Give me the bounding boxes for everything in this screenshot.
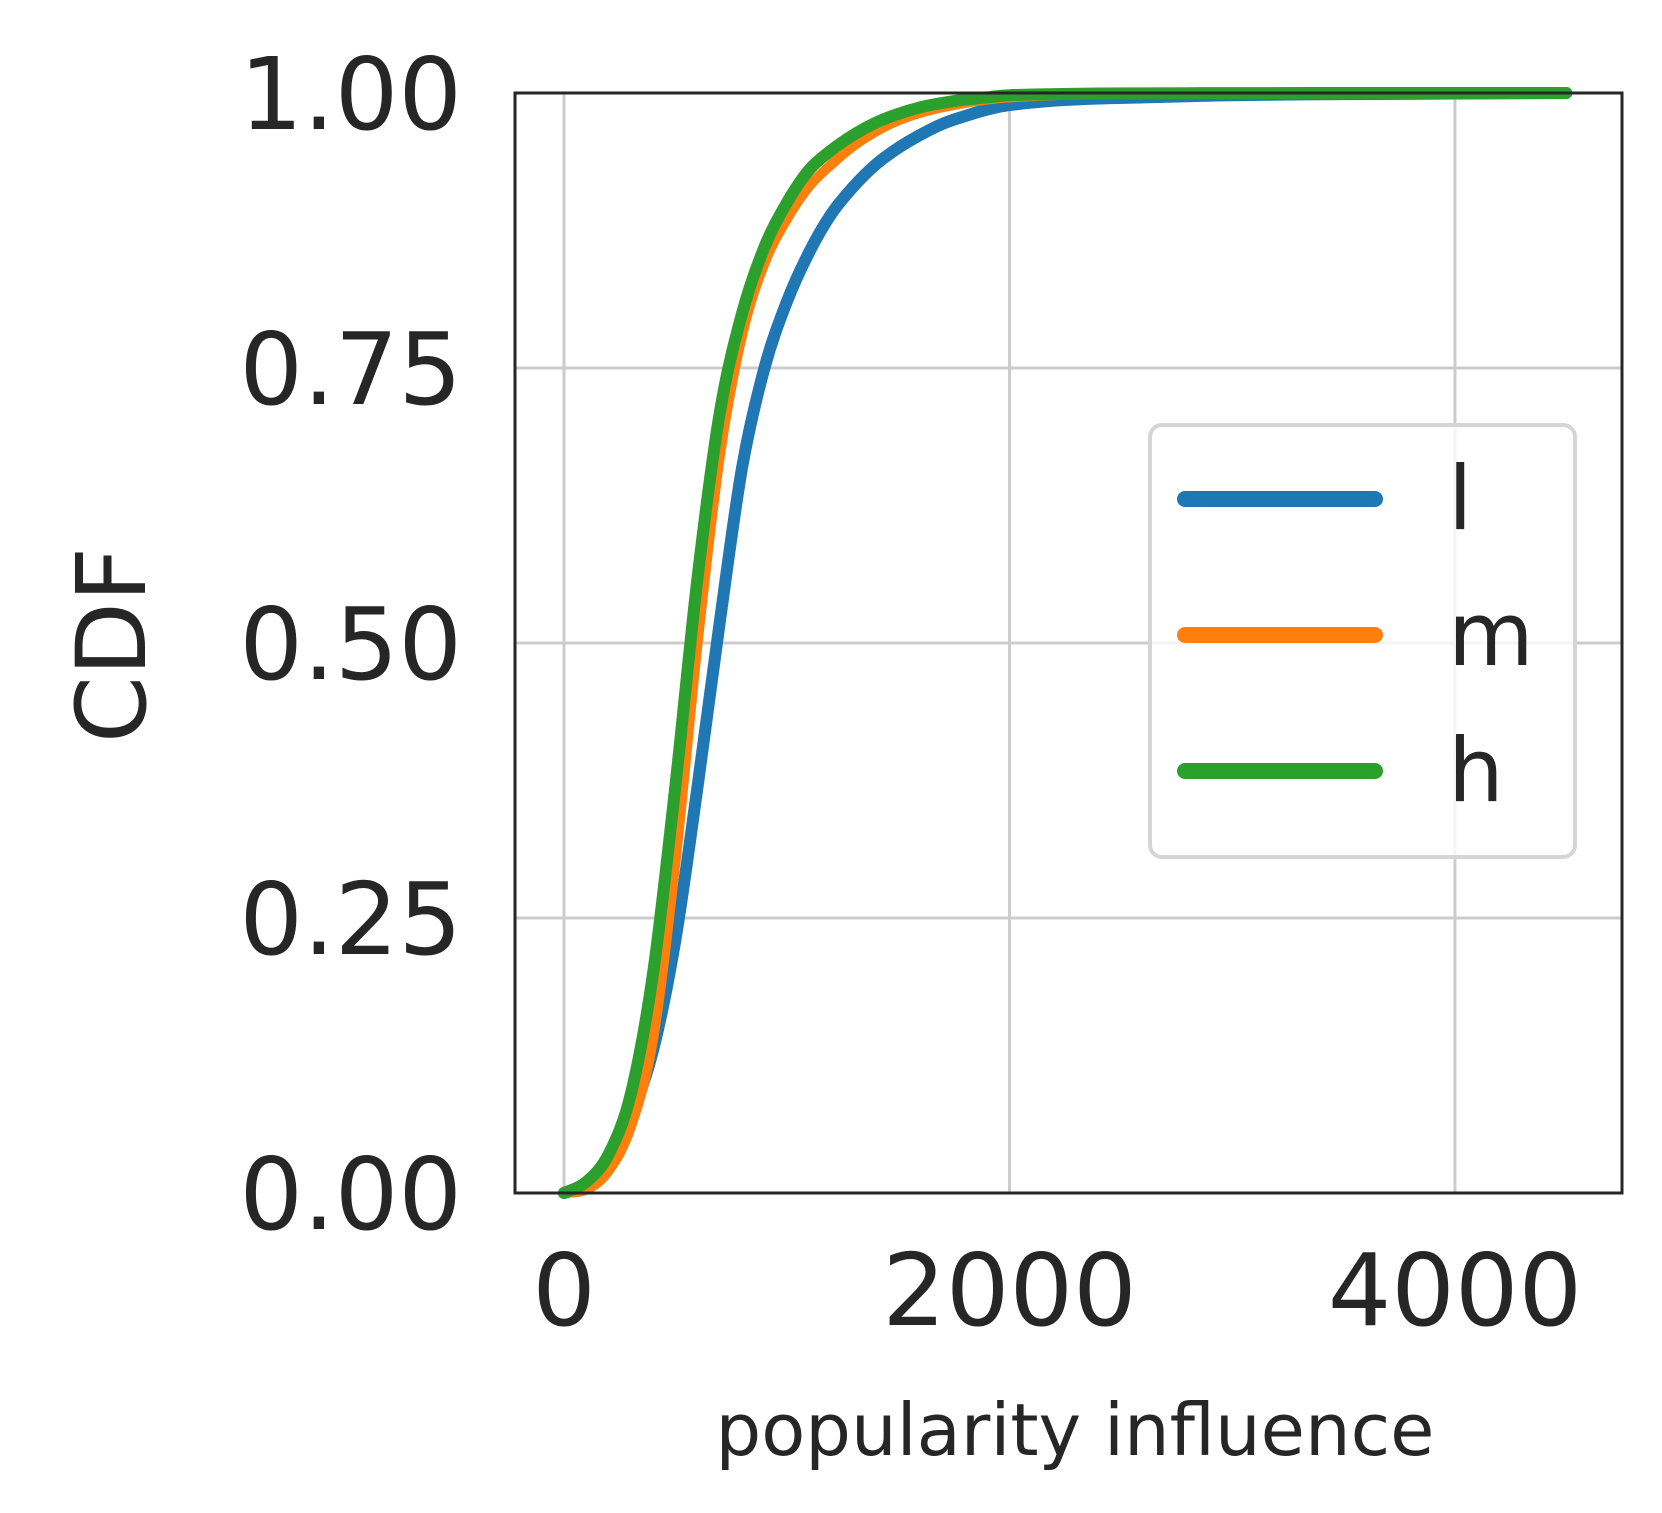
plot-frame: [513, 91, 1624, 1195]
legend-label-h: h: [1448, 719, 1504, 822]
legend-label-m: m: [1448, 583, 1534, 686]
legend: lmh: [1148, 423, 1577, 859]
y-tick-label: 0.75: [239, 311, 462, 428]
y-tick-label: 0.50: [239, 586, 462, 703]
x-tick-labels: 0 2000 4000: [532, 1232, 1582, 1349]
y-tick-label: 0.25: [239, 861, 462, 978]
y-tick-label: 1.00: [239, 36, 462, 153]
x-axis-label: popularity influence: [716, 1388, 1435, 1472]
y-tick-labels: 0.00 0.25 0.50 0.75 1.00: [239, 36, 462, 1253]
y-tick-label: 0.00: [239, 1136, 462, 1253]
y-axis-label: CDF: [56, 547, 168, 743]
x-tick-label: 0: [532, 1232, 596, 1349]
legend-label-l: l: [1448, 447, 1472, 550]
x-tick-label: 4000: [1328, 1232, 1583, 1349]
x-tick-label: 2000: [882, 1232, 1137, 1349]
